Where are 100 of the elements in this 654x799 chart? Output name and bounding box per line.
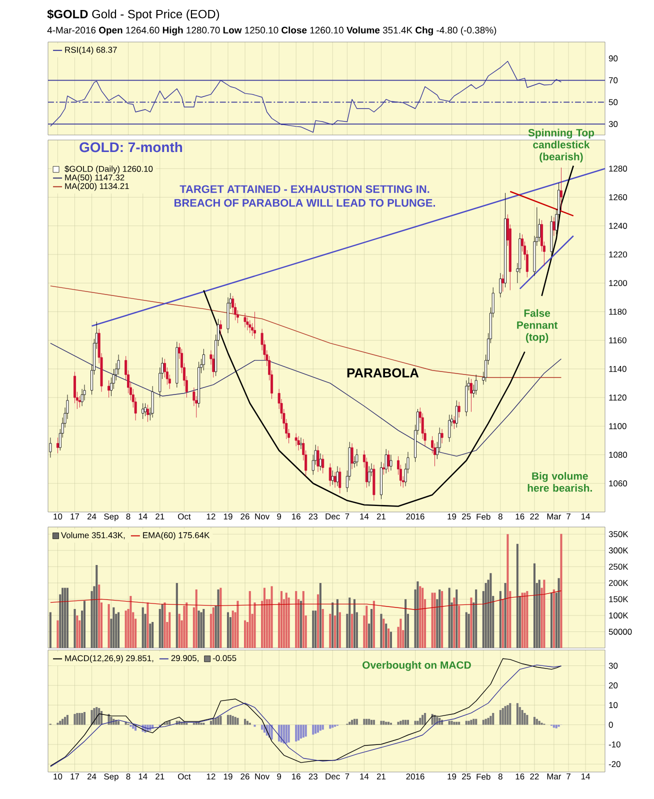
x-tick-label: 16 [516, 774, 524, 780]
bar [304, 724, 307, 737]
x-tick-label: 23 [308, 774, 318, 780]
bar [322, 724, 324, 730]
x-tick-label: 19 [448, 774, 456, 780]
annotation: False Pennant (top) [517, 309, 558, 343]
bar [538, 580, 540, 648]
candlestick [440, 428, 444, 444]
bar [312, 610, 314, 648]
bar [533, 716, 536, 725]
bar [166, 722, 168, 725]
x-tick-label: 14 [360, 774, 369, 780]
line-series [50, 286, 562, 378]
bar [130, 596, 132, 648]
bar [456, 589, 458, 648]
x-tick-label: 7 [566, 514, 570, 520]
bar [198, 610, 200, 648]
bar [458, 606, 460, 648]
bar [368, 718, 370, 725]
y-tick-label: 1260 [609, 194, 628, 200]
bar [214, 718, 217, 725]
candlestick [144, 403, 147, 416]
x-tick-label: 25 [462, 774, 471, 780]
x-tick-label: 7 [566, 774, 570, 780]
bar [516, 544, 518, 648]
candlestick [56, 437, 59, 454]
bar [176, 582, 178, 648]
x-tick-label: Oct [178, 514, 191, 520]
bar [168, 720, 171, 725]
candlestick [316, 446, 320, 472]
annotation: Overbought on MACD [362, 661, 471, 671]
candlestick [146, 404, 149, 422]
bar [370, 720, 373, 725]
bar [521, 710, 524, 725]
bar [319, 724, 322, 731]
bar [516, 703, 518, 725]
y-tick-label: 30 [608, 662, 618, 669]
bar [397, 722, 400, 725]
bar [543, 580, 546, 648]
x-tick-label: 12 [206, 514, 216, 520]
x-tick-label: 12 [206, 774, 216, 780]
annotation: PARABOLA [347, 368, 419, 378]
y-tick-label: -10 [608, 741, 620, 748]
bar [210, 720, 212, 725]
x-tick-label: 14 [138, 774, 148, 780]
bar [64, 588, 66, 648]
y-tick-label: 90 [608, 55, 618, 62]
x-tick-label: 19 [448, 514, 456, 520]
bar [302, 591, 304, 648]
chart-title: $GOLD Gold - Spot Price (EOD) [47, 9, 220, 21]
candlestick [254, 311, 256, 340]
bar [220, 588, 222, 648]
bar [64, 716, 66, 725]
bar [314, 610, 317, 648]
y-tick-label: 150K [609, 596, 628, 602]
bar [475, 589, 478, 648]
bar [316, 594, 320, 648]
bar [59, 720, 62, 725]
bar [220, 716, 222, 725]
legend-label: MA(50) 1147.32 [65, 174, 124, 182]
bar [186, 602, 188, 648]
bar [183, 606, 186, 648]
line-series [50, 590, 562, 610]
bar [555, 724, 558, 728]
bar [419, 586, 422, 648]
y-tick-label: 350K [608, 531, 628, 538]
x-tick-label: 25 [462, 514, 471, 520]
bar [146, 602, 149, 648]
bar [62, 588, 64, 648]
y-tick-label: 50 [608, 99, 618, 106]
x-tick-label: 14 [360, 514, 369, 520]
bar [450, 720, 453, 725]
bar [400, 618, 402, 648]
x-tick-label: 7 [345, 514, 350, 520]
annotation: Big volume here bearish. [528, 472, 592, 492]
bar [254, 602, 256, 648]
bar [226, 612, 230, 648]
candlestick [334, 472, 336, 488]
candlestick [499, 272, 502, 298]
bar [236, 718, 239, 725]
bar [300, 724, 302, 739]
bar [406, 720, 410, 725]
bar [506, 534, 509, 648]
x-tick-label: 8 [126, 774, 130, 780]
bar [552, 589, 555, 648]
bar [470, 598, 472, 648]
bar [356, 718, 358, 725]
bar [66, 714, 68, 725]
bar [263, 588, 266, 648]
candlestick [294, 433, 298, 446]
bar [366, 606, 368, 648]
bar [212, 718, 214, 725]
bar [212, 607, 214, 648]
bar [93, 708, 96, 725]
candlestick [151, 386, 154, 418]
bar [468, 720, 470, 725]
bar [490, 716, 492, 725]
bar [404, 720, 407, 725]
y-tick-label: 10 [609, 702, 618, 708]
y-tick-label: 50000 [608, 628, 632, 635]
